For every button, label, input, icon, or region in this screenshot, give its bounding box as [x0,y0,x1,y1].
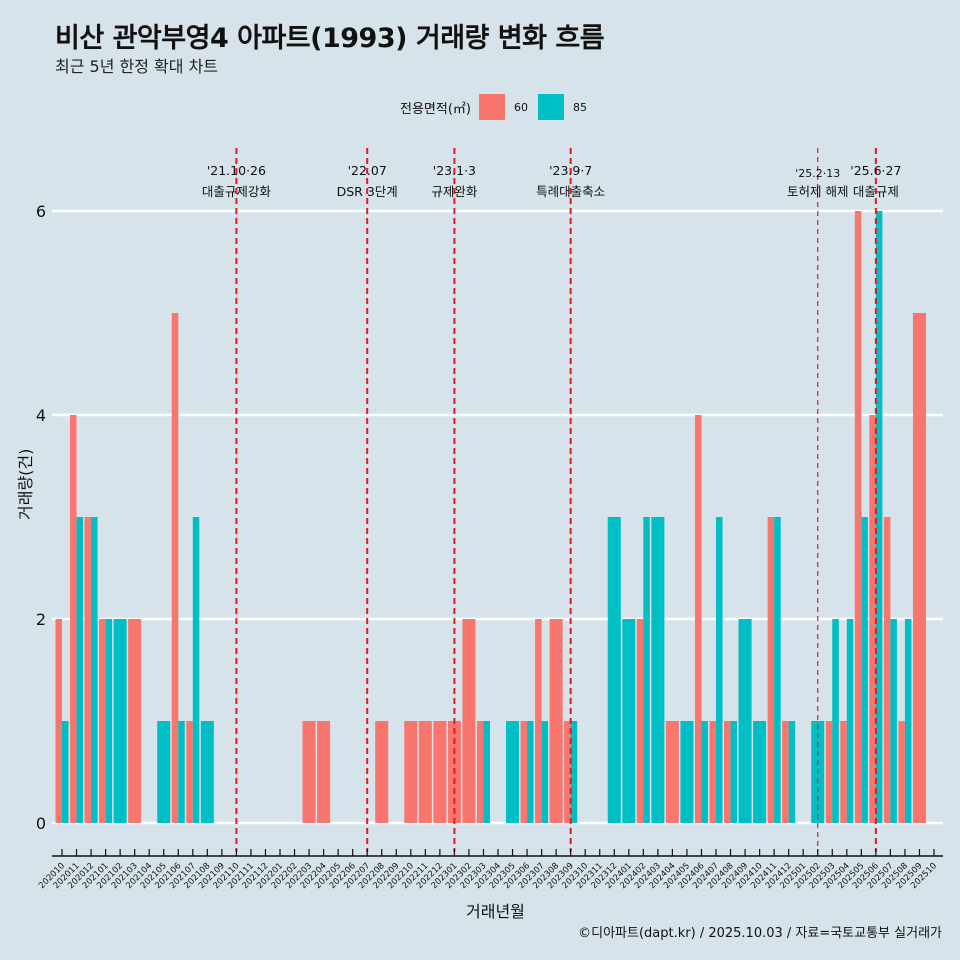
bar-60-202308 [549,619,563,823]
bar-60-202503 [825,721,833,823]
bar-60-202210 [404,721,418,823]
bar-85-202507 [890,619,897,823]
bar-85-202309 [570,721,578,823]
bar-85-202409 [738,619,752,823]
bar-85-202012 [91,517,98,823]
bar-85-202403 [651,517,665,823]
annotation-date: '21.10·26 [207,163,266,178]
legend-swatch-60 [478,94,505,120]
bar-60-202412 [782,721,789,823]
bar-85-202411 [774,517,781,823]
bar-60-202506 [869,415,876,823]
source-caption: ©디아파트(dapt.kr) / 2025.10.03 / 자료=국토교통부 실… [578,926,942,941]
x-axis-label: 거래년월 [466,902,525,921]
bar-85-202011 [76,517,84,823]
legend: 전용면적(㎡) 60 85 [400,93,597,121]
annotation-label: 토허제 해제 [787,184,848,199]
bar-85-202102 [113,619,127,823]
bar-85-202412 [788,721,796,823]
bar-85-202305 [506,721,520,823]
chart-subtitle: 최근 5년 한정 확대 차트 [55,57,219,76]
bar-60-202211 [418,721,432,823]
bar-60-202407 [709,721,716,823]
bar-60-202203 [302,721,316,823]
bar-85-202405 [680,721,694,823]
bar-85-202503 [832,619,839,823]
bar-85-202410 [753,721,767,823]
bar-60-202408 [724,721,731,823]
bar-60-202208 [375,721,389,823]
bars [55,211,926,823]
bar-60-202307 [535,619,542,823]
bar-85-202306 [527,721,534,823]
bar-85-202307 [541,721,549,823]
bar-85-202303 [483,721,490,823]
bar-85-202408 [730,721,738,823]
y-tick-label: 4 [36,406,46,425]
y-tick-label: 6 [36,202,46,221]
bar-85-202402 [643,517,650,823]
bar-60-202302 [462,619,476,823]
grid-lines [52,209,943,825]
bar-60-202504 [840,721,847,823]
x-axis: 2020102020112020122021012021022021032021… [37,849,943,891]
y-axis-label: 거래량(건) [16,448,35,520]
annotation-date: '25.6·27 [850,163,901,178]
annotation-date: '23.1·3 [433,163,476,178]
annotation-label: DSR 3단계 [337,184,398,199]
y-axis: 0 2 4 6 [36,202,46,833]
legend-label-85: 85 [572,100,587,114]
annotation-date: '25.2·13 [795,167,840,180]
annotation-label: 대출규제 [853,184,899,199]
bar-60-202212 [433,721,447,823]
annotation-date: '23.9·7 [549,163,592,178]
bar-85-202101 [105,619,113,823]
annotation-label: 규제완화 [431,184,478,199]
annotation-label: 특례대출축소 [536,184,605,199]
bar-85-202508 [904,619,912,823]
annotation-date: '22.07 [348,163,387,178]
bar-85-202312 [607,517,621,823]
bar-85-202107 [192,517,200,823]
bar-85-202406 [701,721,708,823]
bar-60-202411 [767,517,775,823]
bar-60-202402 [636,619,644,823]
bar-85-202506 [875,211,883,823]
bar-60-202505 [854,211,862,823]
bar-85-202105 [157,721,171,823]
bar-60-202508 [898,721,905,823]
bar-85-202505 [861,517,868,823]
bar-60-202306 [520,721,528,823]
bar-60-202012 [84,517,92,823]
bar-85-202010 [62,721,69,823]
bar-60-202010 [55,619,62,823]
y-tick-label: 0 [36,814,46,833]
bar-85-202108 [200,721,214,823]
annotation-lines [235,148,877,852]
bar-85-202401 [622,619,636,823]
annotations: '21.10·26 대출규제강화 '22.07 DSR 3단계 '23.1·3 규제완화 '… [202,163,902,199]
legend-swatch-85 [537,94,564,120]
chart-title: 비산 관악부영4 아파트(1993) 거래량 변화 흐름 [55,23,605,54]
bar-60-202101 [99,619,106,823]
bar-60-202303 [476,721,484,823]
bar-60-202011 [70,415,77,823]
annotation-label: 대출규제강화 [202,184,272,199]
bar-60-202406 [694,415,702,823]
bar-60-202507 [883,517,891,823]
bar-60-202204 [317,721,331,823]
bar-60-202509 [912,313,926,823]
bar-85-202504 [846,619,854,823]
bar-60-202106 [171,313,179,823]
bar-60-202107 [186,721,193,823]
bar-85-202407 [716,517,723,823]
bar-60-202404 [665,721,679,823]
legend-title: 전용면적(㎡) [400,101,471,117]
bar-60-202309 [564,721,571,823]
bar-85-202106 [178,721,185,823]
y-tick-label: 2 [36,610,46,629]
bar-60-202103 [128,619,142,823]
legend-label-60: 60 [513,100,528,114]
